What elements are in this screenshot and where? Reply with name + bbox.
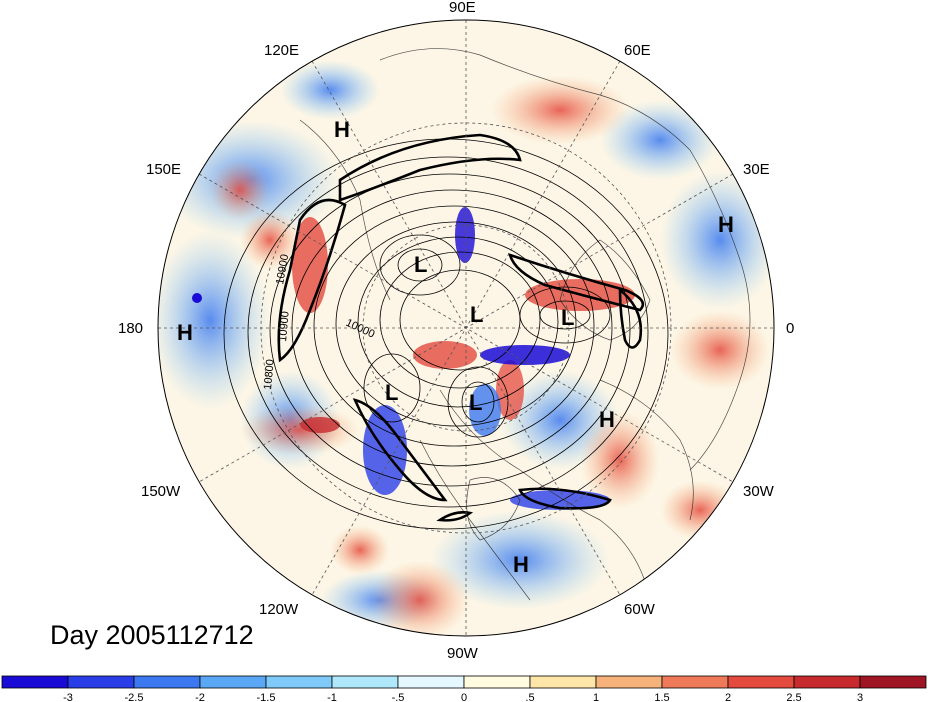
high-center: H bbox=[513, 552, 529, 577]
colorbar-box bbox=[133, 675, 201, 689]
colorbar-box bbox=[793, 675, 861, 689]
lon-label-90w: 90W bbox=[447, 645, 479, 662]
colorbar-tick-label: 2.5 bbox=[786, 692, 801, 702]
contour-label: 10900 bbox=[277, 311, 292, 343]
colorbar-box bbox=[463, 675, 531, 689]
low-center: L bbox=[470, 302, 483, 327]
colorbar-box bbox=[331, 675, 399, 689]
colorbar-tick-label: -2 bbox=[195, 692, 205, 702]
low-center: L bbox=[561, 305, 574, 330]
colorbar-box bbox=[859, 675, 927, 689]
lon-label-30w: 30W bbox=[743, 483, 775, 500]
colorbar-tick-label: 2 bbox=[725, 692, 731, 702]
colorbar: -3 -2.5 -2 -1.5 -1 -.5 0 .5 1 1.5 2 2.5 3 bbox=[1, 675, 927, 702]
colorbar-labels: -3 -2.5 -2 -1.5 -1 -.5 0 .5 1 1.5 2 2.5 3 bbox=[63, 692, 863, 702]
high-center: H bbox=[334, 117, 350, 142]
high-center: H bbox=[177, 320, 193, 345]
low-center: L bbox=[414, 252, 427, 277]
lon-label-150e: 150E bbox=[146, 161, 181, 178]
colorbar-box bbox=[265, 675, 333, 689]
colorbar-tick-label: -1 bbox=[327, 692, 337, 702]
colorbar-box bbox=[595, 675, 663, 689]
lon-label-180: 180 bbox=[118, 320, 143, 337]
lon-label-60w: 60W bbox=[624, 601, 656, 618]
low-center: L bbox=[469, 390, 482, 415]
lon-label-60e: 60E bbox=[624, 42, 651, 59]
colorbar-tick-label: -.5 bbox=[392, 692, 405, 702]
colorbar-box bbox=[529, 675, 597, 689]
colorbar-tick-label: 1 bbox=[593, 692, 599, 702]
pressure-centers: H H H H H L L L L L bbox=[177, 117, 734, 577]
lon-label-120e: 120E bbox=[264, 42, 299, 59]
map-border bbox=[157, 19, 775, 637]
colorbar-tick-label: -2.5 bbox=[125, 692, 144, 702]
low-center: L bbox=[385, 380, 398, 405]
lon-label-90e: 90E bbox=[449, 0, 476, 16]
contour-label: 10900 bbox=[274, 253, 291, 285]
colorbar-box bbox=[727, 675, 795, 689]
colorbar-tick-label: .5 bbox=[525, 692, 534, 702]
colorbar-tick-label: 0 bbox=[461, 692, 467, 702]
lon-label-30e: 30E bbox=[743, 161, 770, 178]
lon-label-0: 0 bbox=[786, 320, 794, 337]
graticule bbox=[158, 20, 774, 636]
colorbar-tick-label: -1.5 bbox=[257, 692, 276, 702]
colorbar-box bbox=[1, 675, 69, 689]
colorbar-box bbox=[397, 675, 465, 689]
lon-label-120w: 120W bbox=[259, 601, 299, 618]
colorbar-tick-label: -3 bbox=[63, 692, 73, 702]
contour-label: 10800 bbox=[262, 359, 277, 391]
colorbar-boxes bbox=[1, 675, 927, 689]
high-center: H bbox=[599, 407, 615, 432]
colorbar-tick-label: 1.5 bbox=[654, 692, 669, 702]
day-title: Day 2005112712 bbox=[50, 620, 254, 650]
lon-label-150w: 150W bbox=[141, 483, 181, 500]
colorbar-box bbox=[199, 675, 267, 689]
height-contours bbox=[223, 138, 669, 530]
jet-contours bbox=[277, 133, 645, 522]
longitude-labels: 90E 60E 30E 0 30W 60W 90W 120W 150W 180 … bbox=[118, 0, 794, 662]
colorbar-box bbox=[661, 675, 729, 689]
colorbar-tick-label: 3 bbox=[857, 692, 863, 702]
colorbar-box bbox=[67, 675, 135, 689]
high-center: H bbox=[718, 212, 734, 237]
